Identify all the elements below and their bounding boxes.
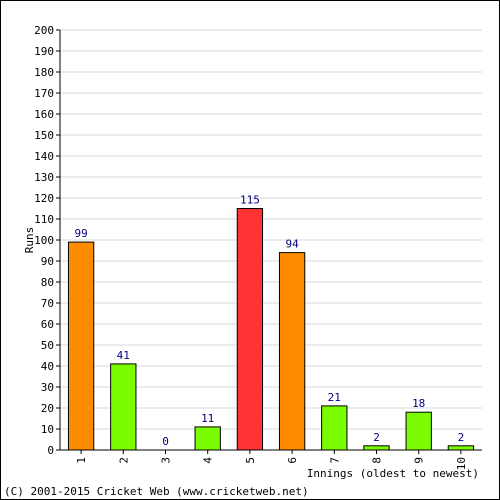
bar — [110, 363, 137, 451]
y-tick-label: 10 — [41, 423, 54, 436]
data-label: 2 — [458, 431, 465, 444]
bar — [405, 411, 432, 451]
bars — [67, 208, 475, 451]
y-tick-label: 40 — [41, 360, 54, 373]
y-tick-label: 20 — [41, 402, 54, 415]
bar — [447, 445, 475, 451]
y-tick-label: 80 — [41, 276, 54, 289]
x-tick-label: 9 — [413, 457, 426, 464]
bar — [363, 445, 390, 451]
data-label: 115 — [240, 194, 260, 207]
y-tick-label: 160 — [34, 108, 54, 121]
y-tick-label: 150 — [34, 129, 54, 142]
x-tick-label: 5 — [244, 457, 257, 464]
data-label: 21 — [328, 391, 341, 404]
y-tick-label: 100 — [34, 234, 54, 247]
x-tick-label: 4 — [202, 457, 215, 464]
data-label: 18 — [412, 397, 425, 410]
x-tick-label: 3 — [160, 457, 173, 464]
y-tick-label: 30 — [41, 381, 54, 394]
y-tick-label: 200 — [34, 24, 54, 37]
data-labels: 99 41 0 11 115 94 21 2 18 2 — [74, 194, 464, 449]
copyright-footer: (C) 2001-2015 Cricket Web (www.cricketwe… — [4, 485, 309, 498]
y-tick-label: 0 — [47, 444, 54, 457]
y-tick-label: 170 — [34, 87, 54, 100]
x-tick-label: 2 — [117, 457, 130, 464]
x-tick-label: 8 — [371, 457, 384, 464]
data-label: 94 — [285, 238, 299, 251]
data-label: 41 — [117, 349, 130, 362]
y-tick-label: 60 — [41, 318, 54, 331]
y-tick-label: 70 — [41, 297, 54, 310]
y-tick-label: 130 — [34, 171, 54, 184]
y-tick-label: 190 — [34, 45, 54, 58]
x-tick-label: 10 — [455, 457, 468, 470]
x-tick-label: 7 — [328, 457, 341, 464]
y-axis-title: Runs — [23, 227, 36, 254]
bar — [67, 241, 95, 451]
bar — [236, 208, 264, 451]
y-tick-label: 120 — [34, 192, 54, 205]
y-tick-label: 140 — [34, 150, 54, 163]
data-label: 99 — [74, 227, 87, 240]
bar — [194, 426, 221, 451]
y-tick-label: 110 — [34, 213, 54, 226]
bar — [278, 252, 306, 451]
bar — [321, 405, 348, 451]
data-label: 2 — [373, 431, 380, 444]
x-tick-label: 6 — [286, 457, 299, 464]
data-label: 0 — [162, 435, 169, 448]
x-tick-label: 1 — [75, 457, 88, 464]
y-axis-ticks: 0 10 20 30 40 50 60 70 80 90 100 110 120 130 140 150 160… — [34, 24, 60, 457]
x-axis-ticks: 1 2 3 4 5 6 7 8 9 10 — [75, 450, 468, 470]
y-tick-label: 90 — [41, 255, 54, 268]
y-tick-label: 180 — [34, 66, 54, 79]
x-axis-title: Innings (oldest to newest) — [307, 467, 479, 480]
y-tick-label: 50 — [41, 339, 54, 352]
data-label: 11 — [201, 412, 214, 425]
